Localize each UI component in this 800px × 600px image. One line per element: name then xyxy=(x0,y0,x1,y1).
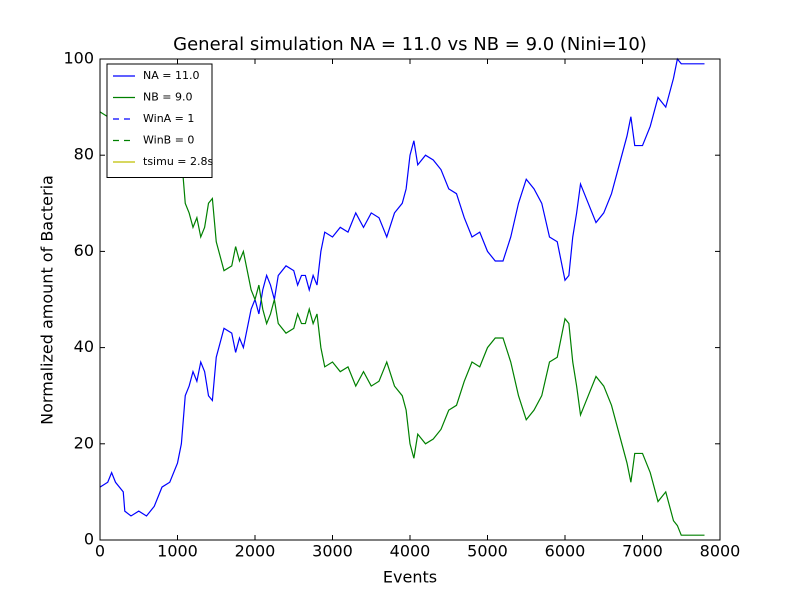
x-tick-label: 8000 xyxy=(700,542,741,561)
x-tick-label: 6000 xyxy=(545,542,586,561)
y-tick-label: 80 xyxy=(74,145,94,164)
y-tick-label: 20 xyxy=(74,433,94,452)
y-tick-label: 60 xyxy=(74,241,94,260)
legend-label: NB = 9.0 xyxy=(143,91,192,104)
x-tick-label: 2000 xyxy=(235,542,276,561)
legend-label: NA = 11.0 xyxy=(143,69,199,82)
data-line xyxy=(99,82,705,536)
y-tick-label: 40 xyxy=(74,337,94,356)
x-axis-label: Events xyxy=(383,568,437,587)
y-axis-label: Normalized amount of Bacteria xyxy=(38,175,57,425)
y-tick-label: 0 xyxy=(84,530,94,549)
x-tick-label: 5000 xyxy=(467,542,508,561)
legend-box xyxy=(106,63,213,178)
x-tick-label: 7000 xyxy=(622,542,663,561)
legend-label: tsimu = 2.8s xyxy=(143,155,213,168)
data-line xyxy=(99,57,705,517)
x-tick-label: 0 xyxy=(95,542,105,561)
x-tick-label: 4000 xyxy=(390,542,431,561)
legend-label: WinB = 0 xyxy=(143,134,194,147)
x-tick-label: 1000 xyxy=(157,542,198,561)
legend-label: WinA = 1 xyxy=(143,112,194,125)
y-tick-label: 100 xyxy=(63,49,94,68)
chart-title: General simulation NA = 11.0 vs NB = 9.0… xyxy=(173,34,647,55)
x-tick-label: 3000 xyxy=(312,542,353,561)
